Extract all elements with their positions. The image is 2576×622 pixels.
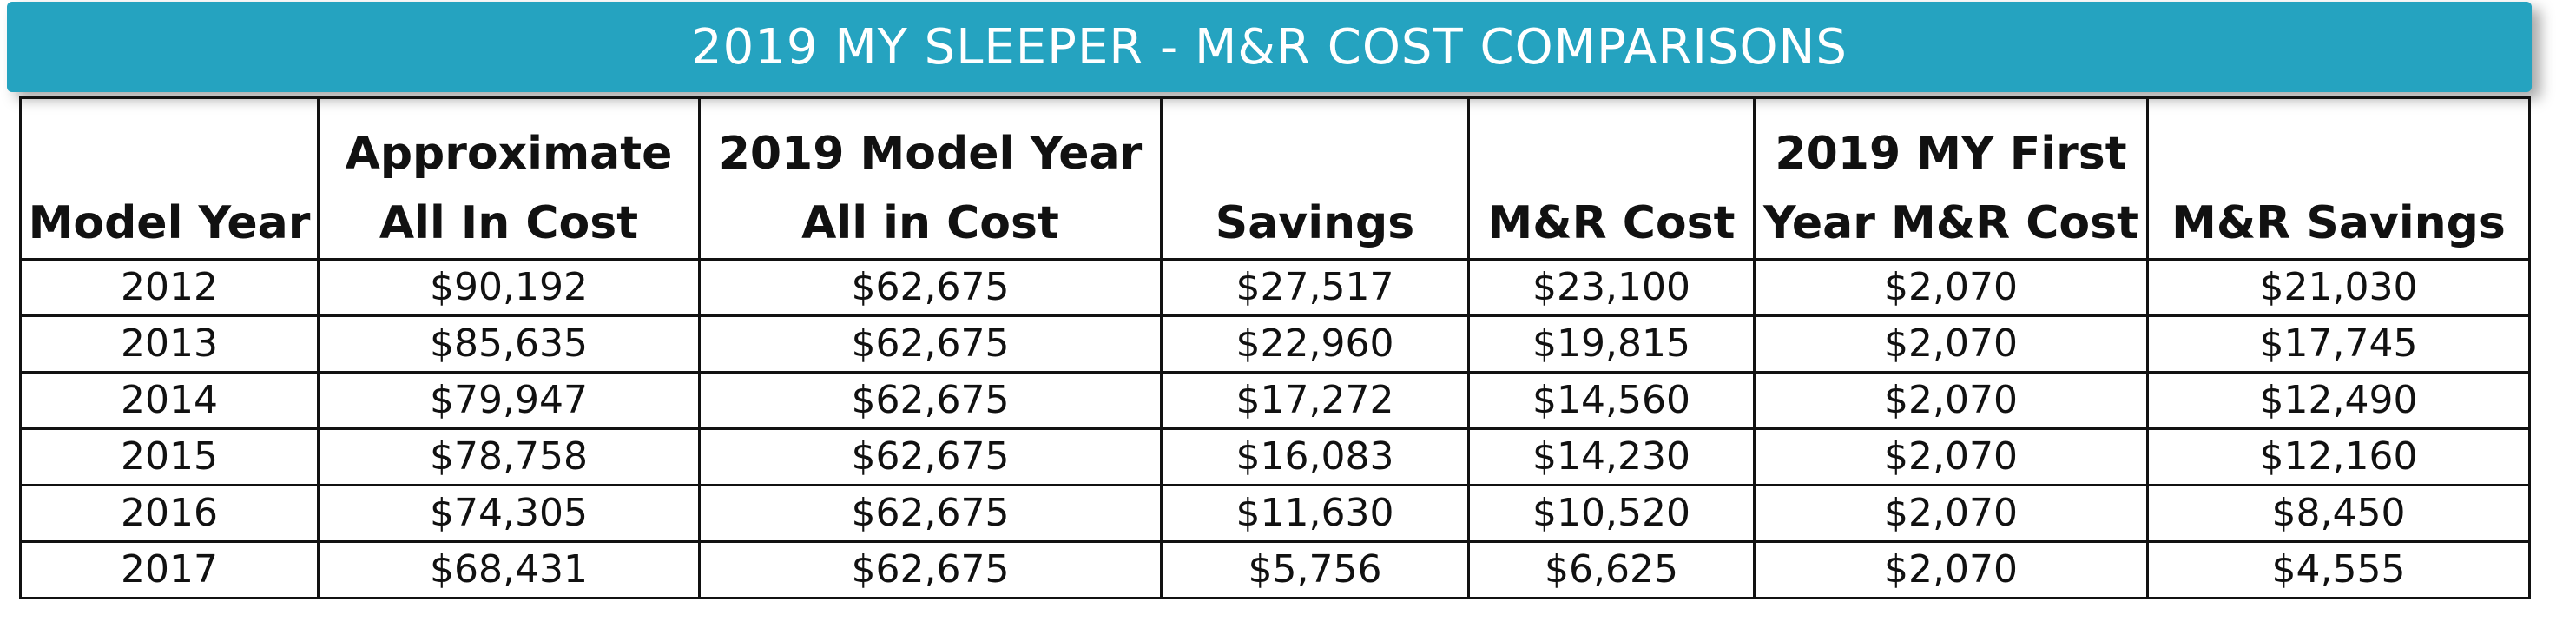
table-cell: $62,675 — [698, 427, 1163, 486]
table-cell: 2014 — [19, 371, 320, 430]
table-cell: $85,635 — [317, 314, 701, 374]
table-cell: 2012 — [19, 258, 320, 317]
table-cell: $68,431 — [317, 540, 701, 599]
table-cell: $2,070 — [1753, 314, 2149, 374]
header-line: All in Cost — [801, 197, 1059, 249]
header-line: M&R Savings — [2171, 197, 2506, 249]
header-row: Model Year Approximate All In Cost 2019 … — [19, 96, 2531, 261]
table-cell: $2,070 — [1753, 258, 2149, 317]
table-cell: $78,758 — [317, 427, 701, 486]
table-cell: $62,675 — [698, 484, 1163, 543]
page-title: 2019 MY SLEEPER - M&R COST COMPARISONS — [691, 18, 1848, 76]
table-cell: $74,305 — [317, 484, 701, 543]
table-cell: 2013 — [19, 314, 320, 374]
header-mr-cost: M&R Cost — [1467, 96, 1756, 261]
table-row: 2014 $79,947 $62,675 $17,272 $14,560 $2,… — [19, 371, 2531, 430]
header-line: Savings — [1215, 197, 1415, 249]
header-2019-my-first-year-mr-cost: 2019 MY First Year M&R Cost — [1753, 96, 2149, 261]
table-cell: 2017 — [19, 540, 320, 599]
table-cell: 2015 — [19, 427, 320, 486]
header-line: M&R Cost — [1487, 197, 1736, 249]
header-line: Approximate — [345, 128, 673, 180]
header-line: Model Year — [28, 197, 311, 249]
cost-comparison-table: Model Year Approximate All In Cost 2019 … — [19, 96, 2531, 599]
table-cell: $79,947 — [317, 371, 701, 430]
header-2019-model-year-all-in-cost: 2019 Model Year All in Cost — [698, 96, 1163, 261]
table-cell: $16,083 — [1160, 427, 1470, 486]
header-line: All In Cost — [379, 197, 639, 249]
table-cell: $6,625 — [1467, 540, 1756, 599]
header-line: 2019 Model Year — [718, 128, 1143, 180]
header-mr-savings: M&R Savings — [2146, 96, 2531, 261]
table-cell: $62,675 — [698, 371, 1163, 430]
header-line: Year M&R Cost — [1763, 197, 2138, 249]
title-banner: 2019 MY SLEEPER - M&R COST COMPARISONS — [7, 2, 2532, 92]
table-cell: $10,520 — [1467, 484, 1756, 543]
table-cell: $2,070 — [1753, 540, 2149, 599]
table-cell: $62,675 — [698, 540, 1163, 599]
header-savings: Savings — [1160, 96, 1470, 261]
table-row: 2017 $68,431 $62,675 $5,756 $6,625 $2,07… — [19, 540, 2531, 599]
table-cell: $14,230 — [1467, 427, 1756, 486]
table-cell: $17,272 — [1160, 371, 1470, 430]
table-cell: $90,192 — [317, 258, 701, 317]
table-cell: $14,560 — [1467, 371, 1756, 430]
table-cell: $4,555 — [2146, 540, 2531, 599]
table-cell: $8,450 — [2146, 484, 2531, 543]
header-line: 2019 MY First — [1775, 128, 2127, 180]
cost-comparison-table-container: Model Year Approximate All In Cost 2019 … — [19, 96, 2531, 599]
table-cell: 2016 — [19, 484, 320, 543]
table-cell: $12,160 — [2146, 427, 2531, 486]
table-cell: $2,070 — [1753, 484, 2149, 543]
header-model-year: Model Year — [19, 96, 320, 261]
header-approximate-all-in-cost: Approximate All In Cost — [317, 96, 701, 261]
table-cell: $11,630 — [1160, 484, 1470, 543]
table-row: 2012 $90,192 $62,675 $27,517 $23,100 $2,… — [19, 258, 2531, 317]
table-cell: $19,815 — [1467, 314, 1756, 374]
table-cell: $62,675 — [698, 258, 1163, 317]
table-cell: $2,070 — [1753, 371, 2149, 430]
table-cell: $21,030 — [2146, 258, 2531, 317]
table-cell: $5,756 — [1160, 540, 1470, 599]
table-cell: $17,745 — [2146, 314, 2531, 374]
table-row: 2015 $78,758 $62,675 $16,083 $14,230 $2,… — [19, 427, 2531, 486]
table-cell: $22,960 — [1160, 314, 1470, 374]
table-cell: $23,100 — [1467, 258, 1756, 317]
table-row: 2016 $74,305 $62,675 $11,630 $10,520 $2,… — [19, 484, 2531, 543]
table-row: 2013 $85,635 $62,675 $22,960 $19,815 $2,… — [19, 314, 2531, 374]
table-cell: $27,517 — [1160, 258, 1470, 317]
table-cell: $2,070 — [1753, 427, 2149, 486]
table-cell: $12,490 — [2146, 371, 2531, 430]
table-cell: $62,675 — [698, 314, 1163, 374]
